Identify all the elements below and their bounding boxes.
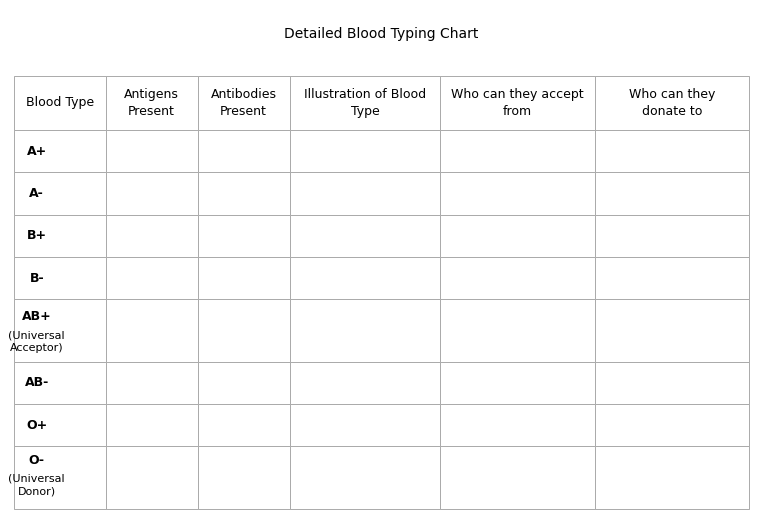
Bar — [14, 172, 105, 215]
Bar — [14, 362, 105, 404]
Bar — [198, 215, 290, 257]
Bar — [198, 130, 290, 172]
Text: Blood Type: Blood Type — [26, 97, 94, 110]
Bar — [440, 362, 595, 404]
Bar — [440, 257, 595, 299]
Bar — [595, 172, 749, 215]
Text: Who can they accept
from: Who can they accept from — [451, 88, 584, 118]
Bar — [14, 130, 105, 172]
Bar — [440, 172, 595, 215]
Bar — [595, 446, 749, 509]
Bar — [14, 446, 105, 509]
Bar — [105, 446, 198, 509]
Bar — [595, 257, 749, 299]
Bar — [105, 76, 198, 130]
Bar — [595, 299, 749, 362]
Bar — [440, 130, 595, 172]
Bar — [290, 257, 440, 299]
Bar — [198, 404, 290, 446]
Bar — [595, 130, 749, 172]
Bar — [290, 404, 440, 446]
Text: (Universal
Acceptor): (Universal Acceptor) — [8, 330, 65, 353]
Bar — [290, 76, 440, 130]
Text: Who can they
donate to: Who can they donate to — [629, 88, 715, 118]
Bar — [290, 215, 440, 257]
Bar — [595, 76, 749, 130]
Text: AB-: AB- — [24, 376, 49, 389]
Bar — [105, 404, 198, 446]
Bar — [595, 215, 749, 257]
Bar — [198, 76, 290, 130]
Bar — [198, 172, 290, 215]
Bar — [440, 76, 595, 130]
Bar — [14, 215, 105, 257]
Bar — [440, 446, 595, 509]
Text: Antibodies
Present: Antibodies Present — [211, 88, 277, 118]
Bar — [198, 362, 290, 404]
Text: Antigens
Present: Antigens Present — [124, 88, 179, 118]
Text: Illustration of Blood
Type: Illustration of Blood Type — [304, 88, 426, 118]
Bar — [105, 299, 198, 362]
Bar — [290, 299, 440, 362]
Text: Detailed Blood Typing Chart: Detailed Blood Typing Chart — [285, 27, 478, 41]
Text: A-: A- — [29, 187, 44, 200]
Bar — [14, 299, 105, 362]
Bar — [105, 362, 198, 404]
Bar — [105, 172, 198, 215]
Bar — [595, 404, 749, 446]
Text: AB+: AB+ — [22, 310, 52, 323]
Bar — [440, 299, 595, 362]
Bar — [290, 446, 440, 509]
Bar — [198, 257, 290, 299]
Bar — [14, 76, 105, 130]
Bar — [105, 130, 198, 172]
Bar — [440, 215, 595, 257]
Bar — [290, 130, 440, 172]
Text: (Universal
Donor): (Universal Donor) — [8, 474, 65, 496]
Bar — [14, 257, 105, 299]
Bar — [198, 299, 290, 362]
Text: A+: A+ — [27, 145, 47, 158]
Text: B+: B+ — [27, 229, 47, 242]
Bar — [290, 362, 440, 404]
Text: B-: B- — [30, 271, 44, 284]
Bar — [105, 257, 198, 299]
Bar — [198, 446, 290, 509]
Bar — [595, 362, 749, 404]
Bar — [14, 404, 105, 446]
Bar — [290, 172, 440, 215]
Text: O+: O+ — [26, 419, 47, 432]
Text: O-: O- — [29, 454, 45, 467]
Bar — [105, 215, 198, 257]
Bar — [440, 404, 595, 446]
